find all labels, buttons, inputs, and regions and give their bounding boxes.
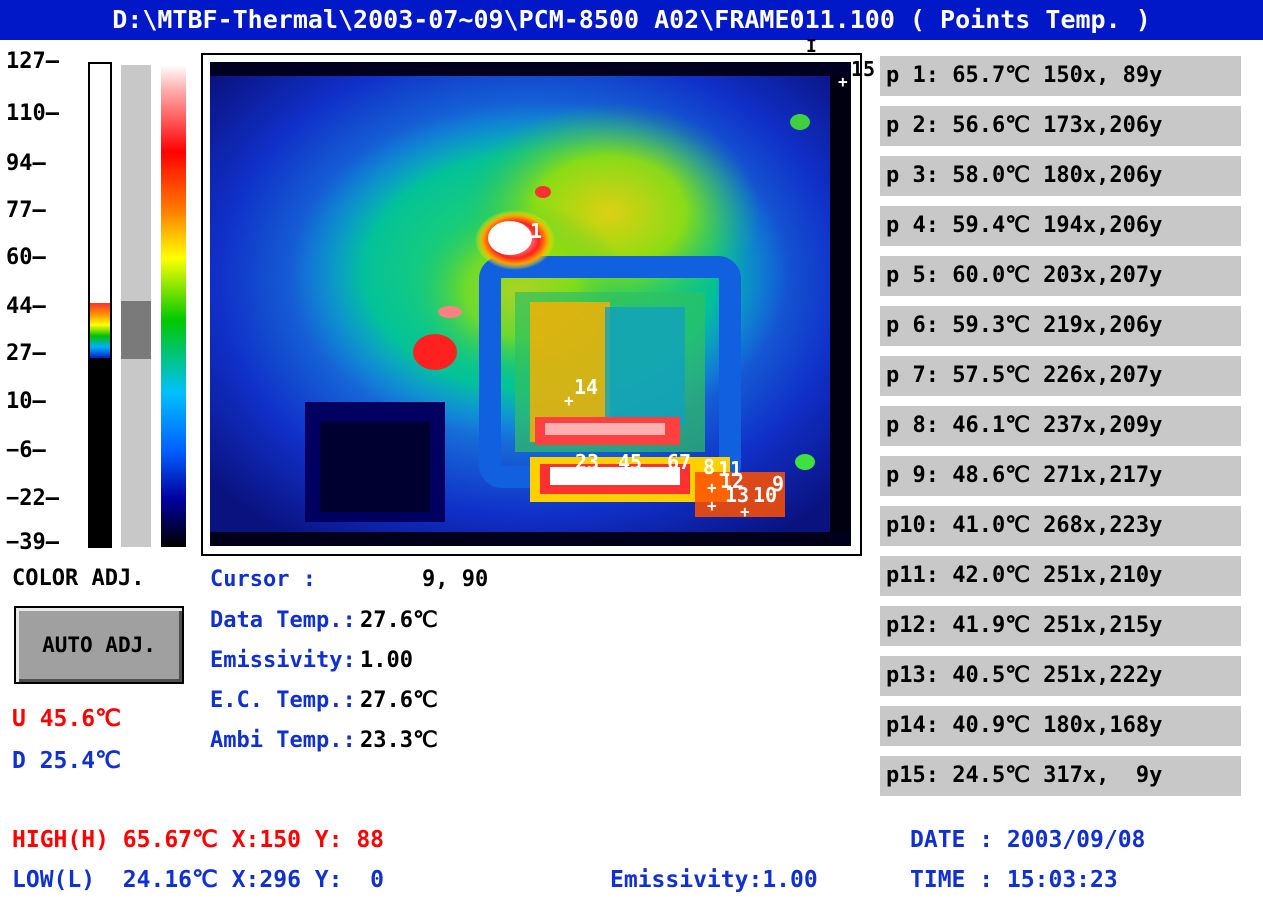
scale-label: 110— xyxy=(6,101,59,126)
point-row[interactable]: p11: 42.0℃ 251x,210y xyxy=(880,556,1241,596)
point-marker-label: 8 xyxy=(703,455,716,479)
point-row[interactable]: p14: 40.9℃ 180x,168y xyxy=(880,706,1241,746)
point-crosshair: + xyxy=(740,502,750,521)
scale-label: 127— xyxy=(6,49,59,74)
scale-label: 60— xyxy=(6,245,46,270)
scale-label: 94— xyxy=(6,151,46,176)
scale-label: 77— xyxy=(6,198,46,223)
level-bar-fill xyxy=(90,358,110,546)
point-marker-label: 1 xyxy=(530,219,543,243)
point-row[interactable]: p 5: 60.0℃ 203x,207y xyxy=(880,256,1241,296)
point-marker-label: 14 xyxy=(574,375,599,399)
auto-adj-button[interactable]: AUTO ADJ. xyxy=(14,606,184,684)
point-marker-label: 11 xyxy=(718,457,743,481)
point-row[interactable]: p 3: 58.0℃ 180x,206y xyxy=(880,156,1241,196)
lower-limit: D 25.4℃ xyxy=(12,748,121,774)
footer-emissivity: Emissivity:1.00 xyxy=(610,867,818,893)
point-marker-label: 10 xyxy=(753,483,778,507)
point-marker-label: 23 xyxy=(575,450,600,474)
time-readout: TIME : 15:03:23 xyxy=(910,867,1118,893)
emissivity-label: Emissivity: xyxy=(210,648,356,673)
color-adj-label: COLOR ADJ. xyxy=(12,566,145,591)
point-crosshair: + xyxy=(707,496,717,515)
thermal-image[interactable]: + 1 + 14 ++ ++ +++ 23 45 67 8 11 12 13 1… xyxy=(210,62,851,546)
color-palette-bar xyxy=(161,65,186,547)
point-crosshair-group: ++ ++ +++ xyxy=(555,468,678,487)
emissivity-value: 1.00 xyxy=(360,648,413,673)
point-crosshair: + xyxy=(707,478,717,497)
scale-label: −6— xyxy=(6,438,46,463)
span-slider-handle[interactable] xyxy=(121,301,151,359)
point-marker-label: 13 xyxy=(725,483,750,507)
point-marker-label: 67 xyxy=(667,450,692,474)
ambi-temp-value: 23.3℃ xyxy=(360,728,438,753)
cursor-value: 9, 90 xyxy=(422,567,489,592)
point-marker-label: 15 xyxy=(851,57,876,81)
date-readout: DATE : 2003/09/08 xyxy=(910,827,1146,853)
data-temp-value: 27.6℃ xyxy=(360,608,438,633)
point-row[interactable]: p 9: 48.6℃ 271x,217y xyxy=(880,456,1241,496)
point-row[interactable]: p13: 40.5℃ 251x,222y xyxy=(880,656,1241,696)
scale-label: 10— xyxy=(6,389,46,414)
ec-temp-label: E.C. Temp.: xyxy=(210,688,356,713)
cursor-marker: I xyxy=(806,36,817,57)
point-row[interactable]: p10: 41.0℃ 268x,223y xyxy=(880,506,1241,546)
data-temp-label: Data Temp.: xyxy=(210,608,356,633)
scale-label: 44— xyxy=(6,294,46,319)
point-row[interactable]: p 4: 59.4℃ 194x,206y xyxy=(880,206,1241,246)
point-row[interactable]: p12: 41.9℃ 251x,215y xyxy=(880,606,1241,646)
scale-label: −22— xyxy=(6,486,59,511)
point-row[interactable]: p 7: 57.5℃ 226x,207y xyxy=(880,356,1241,396)
window-title: D:\MTBF-Thermal\2003-07~09\PCM-8500 A02\… xyxy=(0,0,1263,40)
cursor-label: Cursor : xyxy=(210,567,316,592)
upper-limit: U 45.6℃ xyxy=(12,706,121,732)
point-row[interactable]: p15: 24.5℃ 317x, 9y xyxy=(880,756,1241,796)
ambi-temp-label: Ambi Temp.: xyxy=(210,728,356,753)
point-row[interactable]: p 6: 59.3℃ 219x,206y xyxy=(880,306,1241,346)
point-row[interactable]: p 1: 65.7℃ 150x, 89y xyxy=(880,56,1241,96)
high-temp-readout: HIGH(H) 65.67℃ X:150 Y: 88 xyxy=(12,827,385,853)
point-crosshair: + xyxy=(564,391,574,410)
point-row[interactable]: p 2: 56.6℃ 173x,206y xyxy=(880,106,1241,146)
thermal-image-render xyxy=(210,62,851,546)
scale-label: 27— xyxy=(6,341,46,366)
level-bar-palette xyxy=(90,303,110,358)
point-marker-label: 45 xyxy=(618,450,643,474)
point-marker-label: 9 xyxy=(772,472,785,496)
low-temp-readout: LOW(L) 24.16℃ X:296 Y: 0 xyxy=(12,867,385,893)
point-marker-label: 12 xyxy=(720,469,745,493)
point-crosshair: + xyxy=(506,233,516,252)
ec-temp-value: 27.6℃ xyxy=(360,688,438,713)
point-row[interactable]: p 8: 46.1℃ 237x,209y xyxy=(880,406,1241,446)
scale-label: −39— xyxy=(6,530,59,555)
point-crosshair: + xyxy=(838,72,848,91)
